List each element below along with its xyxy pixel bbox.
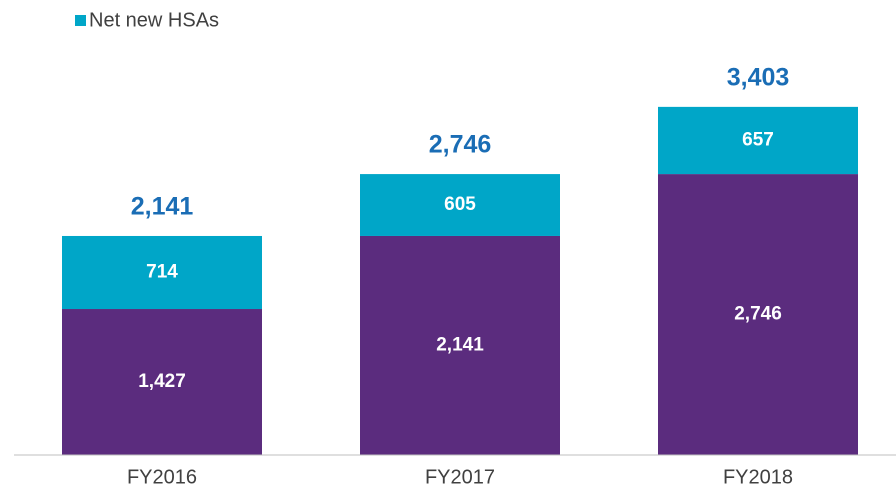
data-label: 1,427 [138,371,186,392]
x-tick-label: FY2016 [127,466,197,488]
data-label: 657 [742,129,774,150]
data-label: 2,746 [734,304,782,325]
bar-segment [658,174,858,455]
legend-label: Net new HSAs [89,9,219,31]
bar-segment [62,235,262,310]
x-tick-label: FY2017 [425,466,495,488]
data-label: 605 [444,194,476,215]
data-label: 2,141 [436,335,484,356]
bar-segment [360,174,560,236]
total-label: 2,746 [429,131,492,159]
bar-segment [62,309,262,455]
data-label: 714 [146,262,178,283]
x-tick-label: FY2018 [723,466,793,488]
bar-segment [360,235,560,455]
bar-segment [658,106,858,175]
total-label: 2,141 [131,193,194,221]
legend-swatch [75,15,86,26]
total-label: 3,403 [727,63,790,91]
